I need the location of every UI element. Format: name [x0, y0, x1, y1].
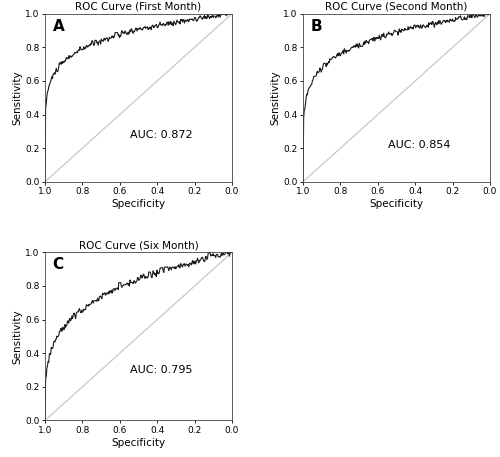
Text: AUC: 0.872: AUC: 0.872: [130, 130, 192, 140]
Y-axis label: Sensitivity: Sensitivity: [12, 70, 22, 125]
X-axis label: Specificity: Specificity: [112, 199, 166, 209]
Text: AUC: 0.854: AUC: 0.854: [388, 140, 450, 150]
Text: C: C: [52, 257, 64, 272]
Title: ROC Curve (First Month): ROC Curve (First Month): [76, 1, 202, 11]
Y-axis label: Sensitivity: Sensitivity: [12, 309, 22, 364]
Text: B: B: [310, 19, 322, 34]
Title: ROC Curve (Second Month): ROC Curve (Second Month): [326, 1, 468, 11]
Text: A: A: [52, 19, 64, 34]
X-axis label: Specificity: Specificity: [370, 199, 424, 209]
Title: ROC Curve (Six Month): ROC Curve (Six Month): [78, 240, 198, 250]
Text: AUC: 0.795: AUC: 0.795: [130, 365, 192, 375]
Y-axis label: Sensitivity: Sensitivity: [270, 70, 280, 125]
X-axis label: Specificity: Specificity: [112, 438, 166, 448]
